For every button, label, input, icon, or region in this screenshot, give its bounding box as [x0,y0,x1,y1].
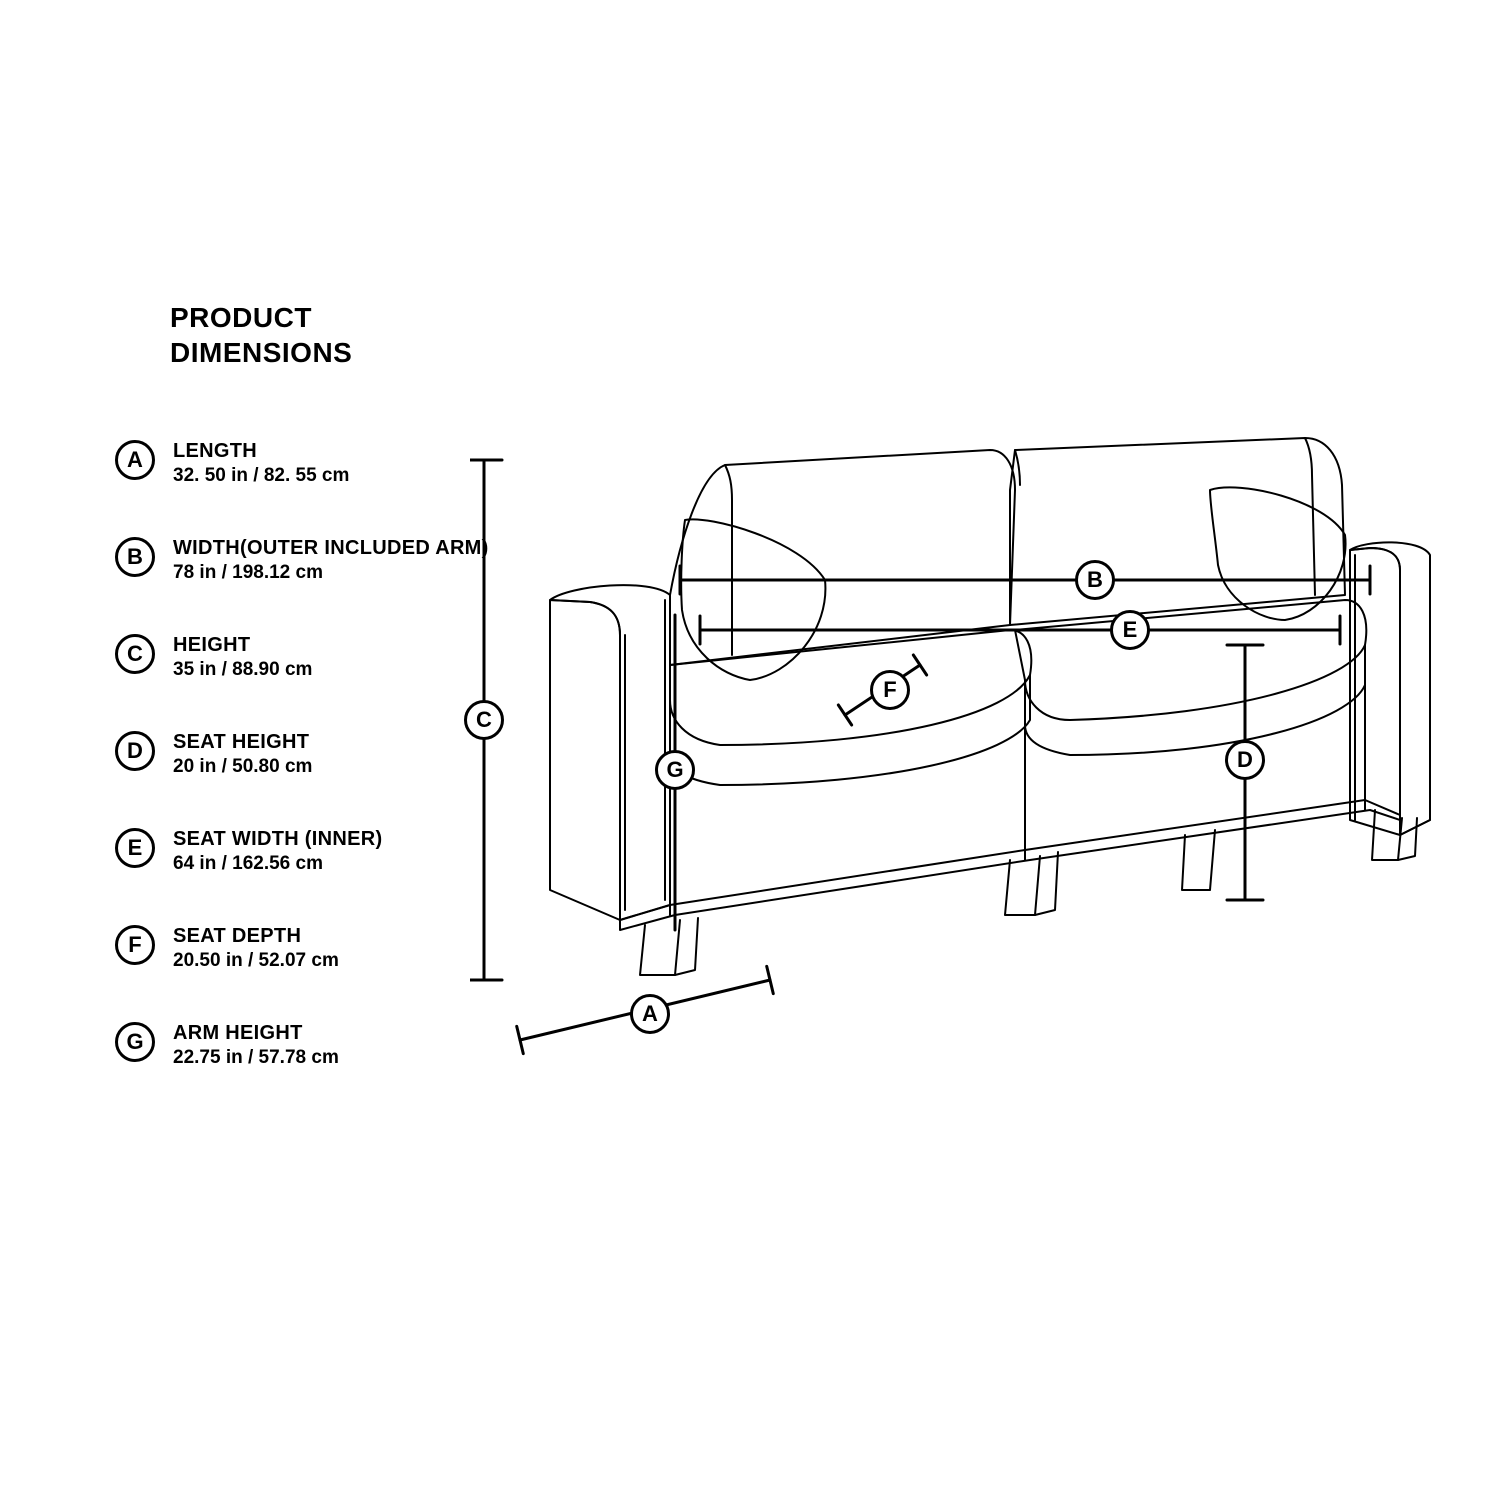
callout-e: E [1110,610,1150,650]
legend-text: LENGTH 32. 50 in / 82. 55 cm [173,440,349,487]
legend-value: 78 in / 198.12 cm [173,562,489,584]
legend-badge-b: B [115,537,155,577]
legend-value: 64 in / 162.56 cm [173,853,382,875]
callout-c: C [464,700,504,740]
legend-value: 22.75 in / 57.78 cm [173,1047,339,1069]
legend-badge-c: C [115,634,155,674]
page: PRODUCT DIMENSIONS A LENGTH 32. 50 in / … [0,0,1500,1500]
callout-f: F [870,670,910,710]
legend-badge-f: F [115,925,155,965]
legend-value: 20 in / 50.80 cm [173,756,312,778]
callout-d: D [1225,740,1265,780]
sofa-diagram: A B C D E F G [470,420,1470,1120]
legend-label: SEAT HEIGHT [173,731,312,754]
legend-text: SEAT DEPTH 20.50 in / 52.07 cm [173,925,339,972]
legend-text: ARM HEIGHT 22.75 in / 57.78 cm [173,1022,339,1069]
legend-text: SEAT WIDTH (INNER) 64 in / 162.56 cm [173,828,382,875]
legend-value: 35 in / 88.90 cm [173,659,312,681]
legend-label: HEIGHT [173,634,312,657]
callout-b: B [1075,560,1115,600]
heading-line-2: DIMENSIONS [170,335,352,370]
legend-text: WIDTH(OUTER INCLUDED ARM) 78 in / 198.12… [173,537,489,584]
sofa-svg [470,420,1470,1120]
legend-badge-a: A [115,440,155,480]
legend-label: SEAT WIDTH (INNER) [173,828,382,851]
legend-label: SEAT DEPTH [173,925,339,948]
legend-value: 32. 50 in / 82. 55 cm [173,465,349,487]
legend-label: ARM HEIGHT [173,1022,339,1045]
heading-line-1: PRODUCT [170,300,352,335]
legend-label: WIDTH(OUTER INCLUDED ARM) [173,537,489,560]
callout-a: A [630,994,670,1034]
legend-text: HEIGHT 35 in / 88.90 cm [173,634,312,681]
callout-g: G [655,750,695,790]
legend-badge-d: D [115,731,155,771]
legend-text: SEAT HEIGHT 20 in / 50.80 cm [173,731,312,778]
page-title: PRODUCT DIMENSIONS [170,300,352,370]
legend-badge-g: G [115,1022,155,1062]
legend-value: 20.50 in / 52.07 cm [173,950,339,972]
legend-badge-e: E [115,828,155,868]
legend-label: LENGTH [173,440,349,463]
